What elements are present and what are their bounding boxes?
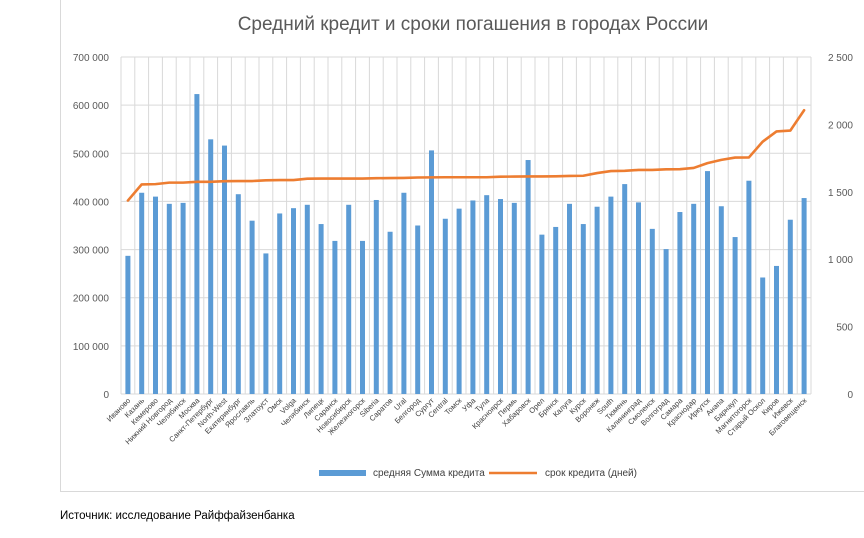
y-left-tick-label: 200 000 [73, 294, 110, 305]
bar [373, 199, 379, 394]
legend-label-bars: средняя Сумма кредита [373, 468, 485, 479]
y-left-tick-label: 100 000 [73, 342, 110, 353]
bar [208, 139, 214, 394]
bar [718, 206, 724, 394]
y-left-tick-label: 0 [103, 390, 109, 401]
bar [539, 234, 545, 394]
bar [801, 198, 807, 394]
bar [401, 192, 407, 394]
bar [442, 218, 448, 394]
bar [277, 213, 283, 394]
bar [553, 226, 559, 394]
bar [663, 249, 669, 394]
source-note: Источник: исследование Райффайзенбанка [60, 510, 295, 522]
chart-title: Средний кредит и сроки погашения в город… [238, 14, 709, 35]
bar [153, 196, 158, 394]
chart-frame: Средний кредит и сроки погашения в город… [60, 0, 864, 492]
series-line [126, 108, 806, 202]
y-left-tick-label: 500 000 [73, 149, 110, 160]
bar [594, 206, 600, 394]
bar [567, 203, 572, 394]
bar [194, 94, 200, 394]
bar [263, 253, 269, 394]
bar [484, 195, 490, 394]
bar [318, 224, 324, 394]
bar [705, 171, 710, 394]
y-left-tick-label: 300 000 [73, 246, 110, 257]
bar [649, 228, 655, 394]
y-right-tick-label: 1 500 [828, 188, 853, 199]
legend-label-line: срок кредита (дней) [545, 468, 637, 479]
bar [235, 194, 241, 394]
bar [139, 192, 145, 394]
y-left-tick-label: 600 000 [73, 101, 110, 112]
bar [580, 224, 586, 394]
y-right-tick-label: 1 000 [828, 255, 853, 266]
bar [249, 220, 255, 394]
bar [291, 208, 296, 394]
bar [360, 240, 365, 394]
bar [470, 200, 476, 394]
bar [456, 208, 462, 394]
bar [525, 160, 531, 394]
bar [429, 150, 434, 394]
bar [346, 204, 352, 394]
chart-svg: Средний кредит и сроки погашения в город… [73, 14, 854, 479]
bar [746, 180, 752, 394]
bar [774, 265, 779, 394]
bar [180, 202, 186, 394]
y-right-tick-label: 2 500 [828, 53, 853, 64]
bar [415, 225, 421, 394]
bar [608, 196, 614, 394]
bar [332, 240, 338, 394]
bar [498, 199, 503, 394]
bar [622, 184, 628, 394]
y-right-tick-label: 2 000 [828, 120, 853, 131]
bar [636, 202, 641, 394]
y-right-tick-label: 500 [836, 323, 853, 334]
bar [304, 204, 310, 394]
bar [387, 231, 393, 394]
bar [677, 212, 683, 394]
bar [732, 237, 738, 394]
bar [511, 202, 517, 394]
bar [125, 255, 131, 394]
y-right-tick-label: 0 [847, 390, 853, 401]
y-left-tick-label: 400 000 [73, 197, 110, 208]
bar [166, 203, 172, 394]
y-left-tick-label: 700 000 [73, 53, 110, 64]
bar [691, 203, 697, 394]
bar [760, 277, 766, 394]
legend-swatch-bars [319, 470, 366, 476]
bar [222, 145, 227, 394]
bar [787, 219, 793, 394]
